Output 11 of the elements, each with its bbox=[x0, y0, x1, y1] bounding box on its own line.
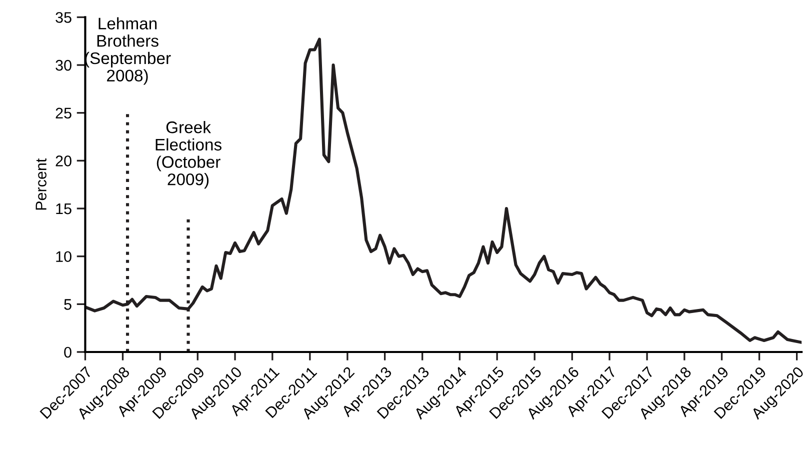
ref-line-label: Greek Elections (October 2009) bbox=[156, 120, 222, 189]
y-tick-label: 35 bbox=[56, 12, 72, 23]
y-tick-label: 15 bbox=[56, 204, 72, 214]
y-tick-label: 5 bbox=[64, 299, 72, 310]
y-tick-label: 30 bbox=[56, 60, 72, 71]
y-tick-label: 10 bbox=[56, 251, 72, 262]
y-tick-label: 25 bbox=[56, 108, 72, 119]
ref-line-label: Lehman Brothers (September 2008) bbox=[85, 17, 171, 85]
y-tick-label: 20 bbox=[56, 156, 72, 166]
y-tick-label: 0 bbox=[64, 346, 72, 358]
y-axis-title: Percent bbox=[36, 158, 46, 210]
